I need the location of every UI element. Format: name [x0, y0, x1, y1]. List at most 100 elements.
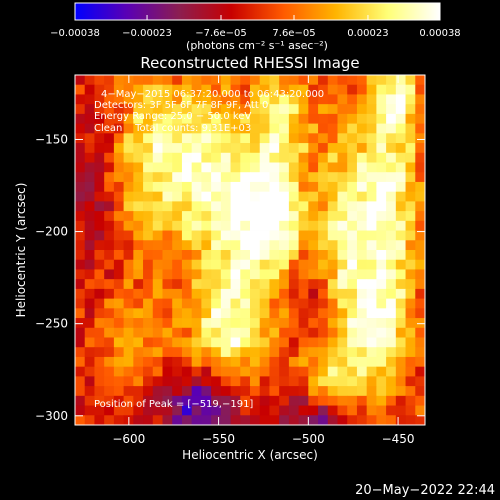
heatmap-cell	[240, 94, 251, 105]
heatmap-cell	[133, 230, 144, 241]
heatmap-cell	[94, 366, 105, 377]
heatmap-cell	[75, 376, 86, 387]
heatmap-cell	[84, 259, 95, 270]
heatmap-cell	[337, 75, 348, 86]
heatmap-cell	[308, 288, 319, 300]
heatmap-cell	[220, 230, 231, 241]
y-axis-label: Heliocentric Y (arcsec)	[14, 183, 28, 318]
heatmap-cell	[405, 75, 416, 86]
heatmap-cell	[152, 230, 163, 241]
heatmap-cell	[327, 240, 338, 251]
heatmap-cell	[162, 318, 173, 329]
heatmap-cell	[113, 405, 125, 416]
heatmap-cell	[356, 327, 368, 338]
heatmap-cell	[191, 318, 202, 329]
heatmap-cell	[269, 123, 280, 134]
heatmap-cell	[366, 104, 377, 115]
heatmap-cell	[415, 75, 426, 86]
heatmap-cell	[201, 152, 212, 163]
heatmap-cell	[298, 230, 309, 241]
heatmap-cell	[347, 356, 358, 368]
heatmap-cell	[75, 84, 86, 95]
heatmap-cell	[84, 356, 95, 368]
heatmap-cell	[269, 415, 280, 426]
heatmap-cell	[133, 405, 144, 416]
heatmap-cell	[220, 386, 231, 397]
heatmap-cell	[181, 220, 193, 231]
colorbar-tick-label: 0.00038	[419, 28, 460, 39]
heatmap-cell	[376, 162, 387, 173]
heatmap-cell	[143, 259, 154, 270]
heatmap-cell	[113, 366, 125, 377]
heatmap-cell	[123, 181, 134, 193]
heatmap-cell	[133, 104, 144, 115]
heatmap-cell	[386, 347, 397, 358]
heatmap-cell	[104, 240, 115, 251]
heatmap-cell	[327, 201, 338, 212]
heatmap-cell	[405, 220, 416, 231]
heatmap-cell	[230, 240, 241, 251]
heatmap-cell	[94, 318, 105, 329]
heatmap-cell	[386, 75, 397, 86]
colorbar-unit-label: (photons cm⁻² s⁻¹ asec⁻²)	[186, 39, 328, 52]
heatmap-cell	[288, 288, 300, 300]
heatmap-cell	[240, 191, 251, 202]
heatmap-cell	[298, 288, 309, 300]
heatmap-cell	[143, 201, 154, 212]
heatmap-cell	[133, 250, 144, 261]
heatmap-cell	[347, 113, 358, 125]
heatmap-cell	[230, 395, 241, 406]
heatmap-cell	[269, 84, 280, 95]
heatmap-cell	[191, 288, 202, 300]
heatmap-cell	[75, 405, 86, 416]
heatmap-cell	[143, 376, 154, 387]
heatmap-cell	[327, 250, 338, 261]
heatmap-cell	[279, 259, 290, 270]
heatmap-cell	[201, 220, 212, 231]
heatmap-cell	[113, 376, 125, 387]
heatmap-cell	[201, 279, 212, 290]
heatmap-cell	[386, 133, 397, 144]
heatmap-cell	[376, 366, 387, 377]
heatmap-cell	[318, 279, 329, 290]
y-tick-label: −200	[35, 225, 68, 239]
heatmap-cell	[211, 201, 222, 212]
heatmap-cell	[347, 386, 358, 397]
heatmap-cell	[356, 75, 368, 86]
heatmap-cell	[104, 104, 115, 115]
heatmap-cell	[133, 386, 144, 397]
heatmap-cell	[327, 259, 338, 270]
heatmap-cell	[259, 152, 270, 163]
heatmap-cell	[220, 279, 231, 290]
heatmap-cell	[250, 395, 261, 406]
heatmap-cell	[259, 75, 270, 86]
heatmap-cell	[94, 386, 105, 397]
heatmap-cell	[308, 415, 319, 426]
heatmap-cell	[133, 279, 144, 290]
heatmap-cell	[337, 405, 348, 416]
heatmap-cell	[356, 366, 368, 377]
heatmap-cell	[113, 133, 125, 144]
heatmap-cell	[172, 337, 183, 348]
heatmap-cell	[191, 240, 202, 251]
heatmap-cell	[201, 162, 212, 173]
heatmap-cell	[181, 405, 193, 416]
heatmap-cell	[376, 386, 387, 397]
heatmap-cell	[366, 230, 377, 241]
heatmap-cell	[152, 356, 163, 368]
heatmap-cell	[172, 415, 183, 426]
heatmap-cell	[386, 376, 397, 387]
heatmap-cell	[347, 337, 358, 348]
heatmap-cell	[347, 220, 358, 231]
heatmap-cell	[75, 395, 86, 406]
heatmap-cell	[250, 337, 261, 348]
heatmap-cell	[279, 133, 290, 144]
heatmap-cell	[356, 133, 368, 144]
heatmap-cell	[366, 211, 377, 222]
heatmap-cell	[75, 269, 86, 280]
heatmap-cell	[104, 376, 115, 387]
heatmap-cell	[366, 143, 377, 154]
heatmap-cell	[230, 113, 241, 125]
heatmap-cell	[250, 308, 261, 319]
heatmap-cell	[123, 356, 134, 368]
